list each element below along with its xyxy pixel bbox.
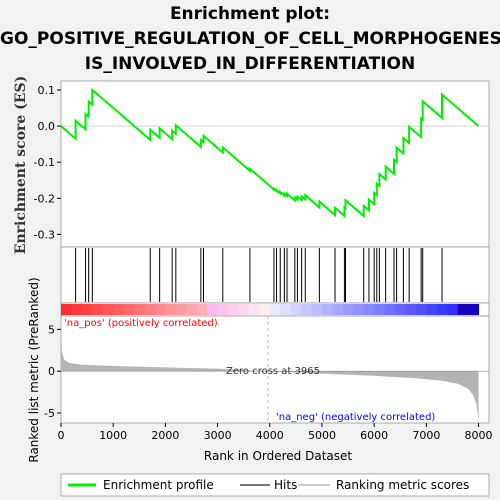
x-tick-label: 7000 (412, 429, 440, 442)
colorbar-segment (290, 304, 302, 315)
legend-metric-label: Ranking metric scores (336, 478, 469, 492)
enrichment-profile-line (60, 87, 480, 219)
colorbar-segment (207, 304, 219, 315)
colorbar-segment (175, 304, 187, 315)
metric-tick-label: 5 (48, 323, 55, 336)
x-tick-label: 4000 (256, 429, 284, 442)
colorbar-segment (134, 304, 146, 315)
es-tick-label: 0.1 (38, 84, 56, 97)
colorbar-segment (384, 304, 396, 315)
colorbar-segment (363, 304, 375, 315)
colorbar-segment (154, 304, 166, 315)
colorbar-segment (71, 304, 83, 315)
es-tick-label: -0.2 (34, 192, 55, 205)
colorbar-segment (165, 304, 177, 315)
metric-tick-label: 0 (48, 365, 55, 378)
colorbar-segment (415, 304, 427, 315)
colorbar-segment (426, 304, 438, 315)
colorbar-segment (342, 304, 354, 315)
metric-tick-label: -5 (44, 407, 55, 420)
chart-title-line-1: Enrichment plot: (169, 4, 331, 24)
colorbar-segment (311, 304, 323, 315)
colorbar-segment (259, 304, 271, 315)
colorbar-segment (332, 304, 344, 315)
colorbar-segment (186, 304, 198, 315)
colorbar-segment (405, 304, 417, 315)
colorbar-segment (374, 304, 386, 315)
x-tick-label: 5000 (308, 429, 336, 442)
colorbar-segment (238, 304, 250, 315)
colorbar-segment (61, 304, 72, 315)
chart-title-line-3: IS_INVOLVED_IN_DIFFERENTIATION (84, 54, 416, 74)
colorbar-segment (457, 304, 469, 315)
metric-axis-label: Ranked list metric (PreRanked) (27, 277, 41, 462)
colorbar-segment (123, 304, 135, 315)
x-tick-label: 0 (58, 429, 65, 442)
colorbar-segment (144, 304, 156, 315)
legend-es-label: Enrichment profile (103, 478, 214, 492)
colorbar-segment (447, 304, 459, 315)
colorbar-segment (436, 304, 448, 315)
colorbar-segment (301, 304, 313, 315)
colorbar-segment (248, 304, 260, 315)
colorbar-segment (196, 304, 208, 315)
es-axis-label: Enrichment score (ES) (13, 76, 29, 254)
colorbar-segment (280, 304, 292, 315)
x-tick-label: 2000 (151, 429, 179, 442)
colorbar-segment (321, 304, 333, 315)
ranking-metric-area (61, 326, 479, 422)
es-panel (60, 80, 490, 248)
colorbar-segment (269, 304, 281, 315)
es-tick-label: -0.3 (34, 228, 55, 241)
chart-title-line-2: GO_POSITIVE_REGULATION_OF_CELL_MORPHOGEN… (0, 29, 500, 49)
colorbar-segment (395, 304, 406, 315)
pos-label: 'na_pos' (positively correlated) (64, 318, 218, 329)
x-tick-label: 8000 (465, 429, 493, 442)
hits-panel (60, 246, 490, 304)
colorbar-segment (81, 304, 93, 315)
legend-hits-label: Hits (274, 478, 297, 492)
es-tick-label: 0.0 (38, 120, 56, 133)
x-tick-label: 3000 (204, 429, 232, 442)
legend-box (60, 473, 490, 497)
colorbar-segment (92, 304, 104, 315)
colorbar-segment (468, 304, 480, 315)
colorbar-segment (353, 304, 365, 315)
zero-cross-label: Zero cross at 3965 (226, 366, 320, 377)
x-tick-label: 1000 (99, 429, 127, 442)
neg-label: 'na_neg' (negatively correlated) (276, 412, 435, 423)
x-tick-label: 6000 (360, 429, 388, 442)
colorbar-segment (113, 304, 125, 315)
es-tick-label: -0.1 (34, 156, 55, 169)
colorbar-segment (102, 304, 114, 315)
x-axis-label: Rank in Ordered Dataset (204, 449, 352, 463)
colorbar-segment (217, 304, 229, 315)
colorbar-segment (228, 304, 239, 315)
